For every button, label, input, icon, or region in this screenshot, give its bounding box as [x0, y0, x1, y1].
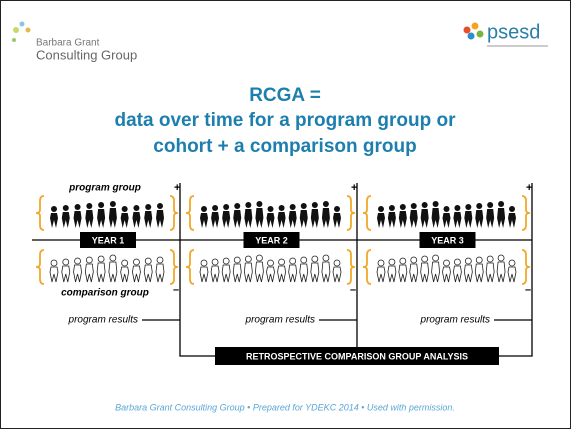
minus-sign: – [350, 284, 356, 296]
figure-head [411, 203, 417, 209]
figure-head [323, 201, 329, 207]
plus-sign: + [174, 182, 180, 194]
figure-head [279, 205, 285, 211]
figure-head [110, 201, 116, 207]
figure-head [212, 205, 218, 211]
year-label: YEAR 3 [431, 235, 464, 245]
figure-head [465, 204, 471, 210]
figure-head [63, 205, 69, 211]
program-group-label: program group [68, 183, 141, 194]
year-label: YEAR 2 [255, 235, 288, 245]
figure-head [268, 206, 274, 212]
figure-head [487, 202, 493, 208]
figure-head [201, 206, 207, 212]
program-results: program results [68, 315, 138, 326]
figure-head [301, 203, 307, 209]
figure-head [378, 206, 384, 212]
figure-head [433, 201, 439, 207]
footer: Barbara Grant Consulting Group • Prepare… [115, 402, 455, 412]
analysis-label: RETROSPECTIVE COMPARISON GROUP ANALYSIS [246, 351, 468, 361]
figure-head [498, 201, 504, 207]
figure-head [234, 203, 240, 209]
figure-head [444, 206, 450, 212]
figure-head [476, 203, 482, 209]
figure-head [334, 206, 340, 212]
title-line: cohort + a comparison group [153, 136, 416, 157]
figure-head [98, 202, 104, 208]
figure-head [422, 202, 428, 208]
program-results: program results [245, 315, 315, 326]
figure-head [389, 205, 395, 211]
plus-sign: + [526, 182, 532, 194]
figure-head [51, 206, 57, 212]
program-results: program results [420, 315, 490, 326]
figure-head [290, 204, 296, 210]
figure-head [400, 204, 406, 210]
title-line: data over time for a program group or [115, 110, 457, 131]
figure-head [256, 201, 262, 207]
minus-sign: – [173, 284, 179, 296]
figure-head [133, 205, 139, 211]
figure-head [223, 204, 229, 210]
title-line: RCGA = [249, 85, 321, 106]
logo-line2: Consulting Group [36, 47, 137, 62]
figure-head [75, 204, 81, 210]
partner-logo: psesd [487, 21, 540, 43]
plus-sign: + [351, 182, 357, 194]
figure-head [145, 204, 151, 210]
figure-head [86, 203, 92, 209]
figure-head [245, 202, 251, 208]
figure-head [157, 203, 163, 209]
slide: Barbara Grant Consulting Group psesd RCG… [0, 0, 571, 429]
figure-head [454, 205, 460, 211]
figure-head [509, 206, 515, 212]
comparison-group-label: comparison group [61, 288, 149, 299]
figure-head [122, 206, 128, 212]
year-label: YEAR 1 [92, 235, 125, 245]
figure-head [312, 202, 318, 208]
minus-sign: – [525, 284, 531, 296]
